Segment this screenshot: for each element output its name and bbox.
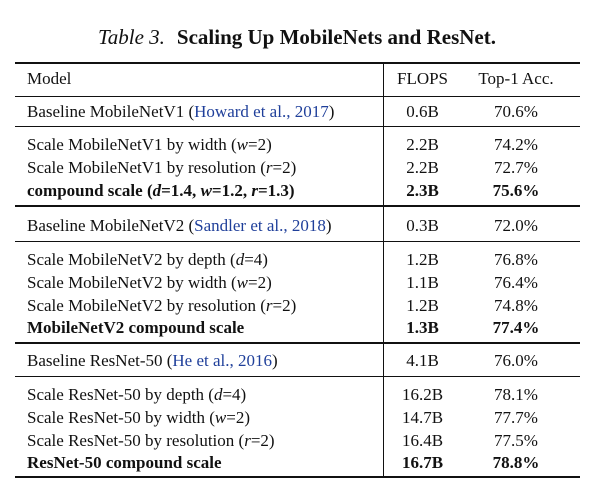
flops-cell: 1.2B xyxy=(406,296,439,315)
acc-cell: 74.8% xyxy=(494,296,538,315)
acc-cell: 76.4% xyxy=(494,273,538,292)
acc-cell: 75.6% xyxy=(492,181,540,200)
acc-cell: 77.7% xyxy=(494,408,538,427)
group1-end-rule xyxy=(15,205,580,207)
model-cell: Scale MobileNetV1 by resolution (r=2) xyxy=(27,158,297,177)
model-cell: Scale MobileNetV2 by resolution (r=2) xyxy=(27,296,297,315)
table-row: Baseline MobileNetV2 (Sandler et al., 20… xyxy=(0,214,594,238)
table-row: Scale MobileNetV1 by resolution (r=2) 2.… xyxy=(0,156,594,180)
table-row: Scale ResNet-50 by resolution (r=2) 16.4… xyxy=(0,429,594,453)
header-row: Model FLOPS Top-1 Acc. xyxy=(0,67,594,91)
flops-cell: 16.4B xyxy=(401,431,444,450)
flops-cell: 1.1B xyxy=(406,273,439,292)
model-cell: Scale MobileNetV2 by width (w=2) xyxy=(27,273,272,292)
flops-cell: 4.1B xyxy=(406,351,439,370)
acc-cell: 72.0% xyxy=(494,216,538,235)
acc-cell: 76.0% xyxy=(494,351,538,370)
acc-cell: 76.8% xyxy=(494,250,538,269)
acc-cell: 78.8% xyxy=(492,453,540,472)
model-cell: Scale ResNet-50 by depth (d=4) xyxy=(27,385,247,404)
top-rule xyxy=(15,62,580,64)
header-model: Model xyxy=(27,69,72,88)
flops-cell: 1.2B xyxy=(406,250,439,269)
column-separator xyxy=(383,64,384,476)
table-row: MobileNetV2 compound scale 1.3B 77.4% xyxy=(0,316,594,340)
acc-cell: 72.7% xyxy=(494,158,538,177)
model-cell: MobileNetV2 compound scale xyxy=(27,318,245,337)
model-cell: Scale MobileNetV1 by width (w=2) xyxy=(27,135,272,154)
flops-cell: 2.2B xyxy=(406,135,439,154)
acc-cell: 77.5% xyxy=(494,431,538,450)
model-cell: Scale ResNet-50 by width (w=2) xyxy=(27,408,250,427)
table-number: Table 3. xyxy=(97,25,165,49)
model-cell: Baseline MobileNetV2 (Sandler et al., 20… xyxy=(27,216,332,235)
table-title: Scaling Up MobileNets and ResNet. xyxy=(176,25,496,49)
acc-cell: 78.1% xyxy=(494,385,538,404)
flops-cell: 0.3B xyxy=(406,216,439,235)
model-cell: ResNet-50 compound scale xyxy=(27,453,222,472)
citation-link[interactable]: He et al., 2016 xyxy=(172,351,273,370)
model-cell: Baseline ResNet-50 (He et al., 2016) xyxy=(27,351,278,370)
group2-end-rule xyxy=(15,342,580,344)
table-row: Scale ResNet-50 by depth (d=4) 16.2B 78.… xyxy=(0,383,594,407)
bottom-rule xyxy=(15,476,580,478)
group1-baseline-rule xyxy=(15,126,580,127)
table-row: Scale MobileNetV2 by width (w=2) 1.1B 76… xyxy=(0,271,594,295)
flops-cell: 16.2B xyxy=(401,385,444,404)
flops-cell: 1.3B xyxy=(406,318,439,337)
acc-cell: 74.2% xyxy=(494,135,538,154)
header-top1-acc: Top-1 Acc. xyxy=(478,69,554,88)
model-cell: Scale ResNet-50 by resolution (r=2) xyxy=(27,431,275,450)
acc-cell: 77.4% xyxy=(492,318,540,337)
table-row: Scale ResNet-50 by width (w=2) 14.7B 77.… xyxy=(0,406,594,430)
table-row: Baseline MobileNetV1 (Howard et al., 201… xyxy=(0,100,594,124)
group3-baseline-rule xyxy=(15,376,580,377)
header-rule xyxy=(15,96,580,97)
acc-cell: 70.6% xyxy=(494,102,538,121)
flops-cell: 14.7B xyxy=(401,408,444,427)
citation-link[interactable]: Sandler et al., 2018 xyxy=(194,216,326,235)
table-row: Scale MobileNetV1 by width (w=2) 2.2B 74… xyxy=(0,133,594,157)
citation-link[interactable]: Howard et al., 2017 xyxy=(194,102,329,121)
table-row: Scale MobileNetV2 by resolution (r=2) 1.… xyxy=(0,294,594,318)
table-row: compound scale (d=1.4, w=1.2, r=1.3) 2.3… xyxy=(0,179,594,203)
table-row: Scale MobileNetV2 by depth (d=4) 1.2B 76… xyxy=(0,248,594,272)
model-cell: compound scale (d=1.4, w=1.2, r=1.3) xyxy=(27,181,295,200)
table-row: ResNet-50 compound scale 16.7B 78.8% xyxy=(0,451,594,475)
group2-baseline-rule xyxy=(15,241,580,242)
table-row: Baseline ResNet-50 (He et al., 2016) 4.1… xyxy=(0,349,594,373)
flops-cell: 16.7B xyxy=(401,453,444,472)
flops-cell: 2.3B xyxy=(406,181,439,200)
model-cell: Baseline MobileNetV1 (Howard et al., 201… xyxy=(27,102,335,121)
flops-cell: 0.6B xyxy=(406,102,439,121)
table-caption: Table 3. Scaling Up MobileNets and ResNet… xyxy=(0,24,594,50)
flops-cell: 2.2B xyxy=(406,158,439,177)
model-cell: Scale MobileNetV2 by depth (d=4) xyxy=(27,250,268,269)
header-flops: FLOPS xyxy=(396,69,449,88)
